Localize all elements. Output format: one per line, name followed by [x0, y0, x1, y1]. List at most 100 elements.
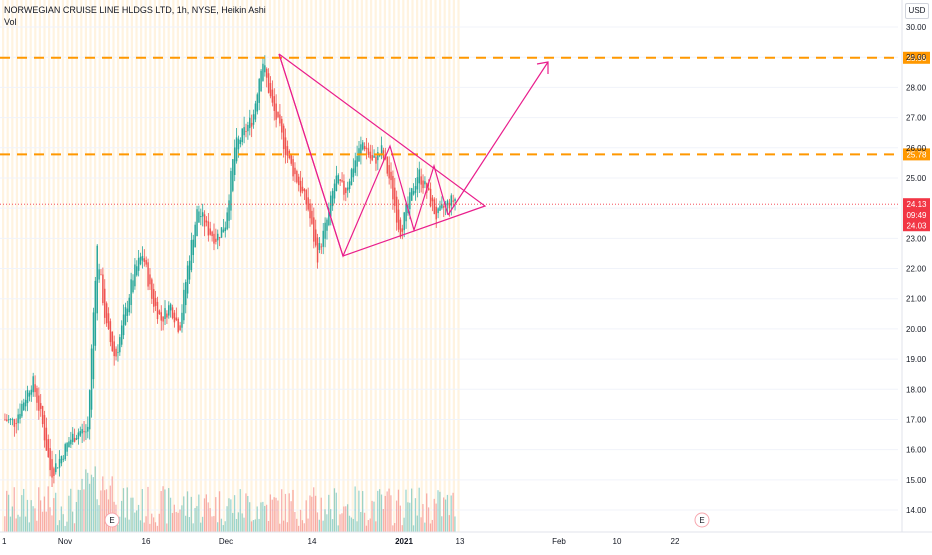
volume-bar: [437, 490, 439, 532]
session-band: [43, 0, 46, 532]
volume-bar: [70, 488, 72, 532]
volume-bar: [326, 514, 328, 532]
candle-body: [75, 438, 78, 440]
candle-body: [147, 262, 149, 287]
candle-body: [239, 139, 242, 145]
candle-body: [143, 258, 146, 262]
candle-body: [90, 348, 93, 410]
volume-bar: [331, 519, 334, 532]
candle-body: [160, 312, 162, 321]
candle-body: [115, 348, 117, 357]
volume-bar: [87, 472, 89, 532]
session-band: [333, 0, 336, 532]
candle-body: [245, 131, 247, 132]
volume-bar: [414, 498, 417, 532]
volume-bar: [427, 507, 430, 532]
candle-body: [450, 195, 453, 206]
volume-bar: [265, 504, 268, 532]
candle-body: [39, 403, 42, 409]
candle-body: [331, 190, 334, 207]
candle-body: [85, 431, 87, 433]
volume-bar: [446, 494, 449, 532]
volume-bar: [454, 516, 456, 532]
volume-bar: [120, 500, 123, 532]
volume-bar: [179, 509, 181, 532]
candle-body: [290, 154, 292, 164]
candle-body: [403, 212, 405, 231]
volume-bar: [303, 523, 305, 532]
volume-bar: [298, 525, 300, 532]
session-band: [337, 0, 340, 532]
session-band: [112, 0, 115, 532]
volume-bar: [166, 523, 168, 532]
candle-body: [94, 280, 97, 346]
candle-body: [360, 144, 362, 155]
candle-body: [201, 212, 204, 217]
candle-body: [179, 325, 181, 331]
session-band: [268, 0, 271, 532]
session-band: [121, 0, 124, 532]
candle-body: [233, 147, 236, 175]
candle-body: [346, 187, 349, 191]
candle-body: [330, 195, 332, 217]
candle-body: [307, 197, 309, 210]
volume-bar: [281, 489, 283, 532]
volume-bar: [77, 489, 79, 532]
projection-arrow: [447, 61, 549, 216]
volume-bar: [377, 490, 379, 532]
candle-body: [185, 282, 187, 306]
session-band: [176, 0, 179, 532]
session-band: [209, 0, 212, 532]
candle-body: [7, 419, 10, 421]
volume-bar: [102, 476, 104, 532]
currency-button[interactable]: USD: [905, 3, 929, 19]
session-band: [287, 0, 290, 532]
earnings-marker[interactable]: E: [104, 512, 120, 528]
candle-body: [70, 439, 72, 445]
candle-body: [303, 188, 306, 192]
volume-bar: [412, 525, 415, 532]
session-band: [15, 0, 18, 532]
candle-body: [177, 318, 179, 332]
volume-bar: [11, 506, 14, 532]
volume-bar: [407, 502, 409, 532]
candle-body: [111, 331, 114, 352]
candle-body: [141, 255, 144, 261]
price-tick-label: 21.00: [906, 295, 927, 304]
candle-body: [247, 124, 249, 132]
candle-body: [286, 146, 289, 156]
candle-body: [68, 441, 70, 448]
candle-body: [392, 175, 394, 200]
candle-body: [154, 297, 157, 306]
volume-bar: [126, 487, 128, 532]
volume-bar: [175, 511, 177, 532]
candle-body: [169, 304, 172, 311]
volume-bar: [56, 525, 59, 532]
session-band: [255, 0, 258, 532]
countdown-label: 09:49: [906, 211, 927, 220]
volume-bar: [243, 517, 245, 532]
session-band: [71, 0, 74, 532]
candle-body: [100, 274, 102, 276]
volume-bar: [384, 495, 386, 532]
candle-body: [420, 176, 422, 185]
earnings-marker[interactable]: E: [694, 512, 710, 528]
volume-bar: [288, 493, 290, 532]
session-band: [388, 0, 391, 532]
session-band: [11, 0, 14, 532]
time-tick-label: 10: [613, 537, 622, 546]
candle-body: [211, 231, 213, 237]
candle-body: [24, 399, 27, 407]
volume-bar: [333, 488, 336, 532]
volume-bar: [96, 499, 98, 532]
volume-bar: [100, 490, 102, 532]
candle-body: [422, 180, 424, 189]
volume-bar: [19, 516, 21, 532]
candle-body: [137, 257, 140, 271]
volume-bar: [290, 501, 292, 532]
volume-bar: [226, 506, 228, 532]
volume-bar: [222, 525, 224, 532]
volume-bar: [348, 515, 351, 532]
